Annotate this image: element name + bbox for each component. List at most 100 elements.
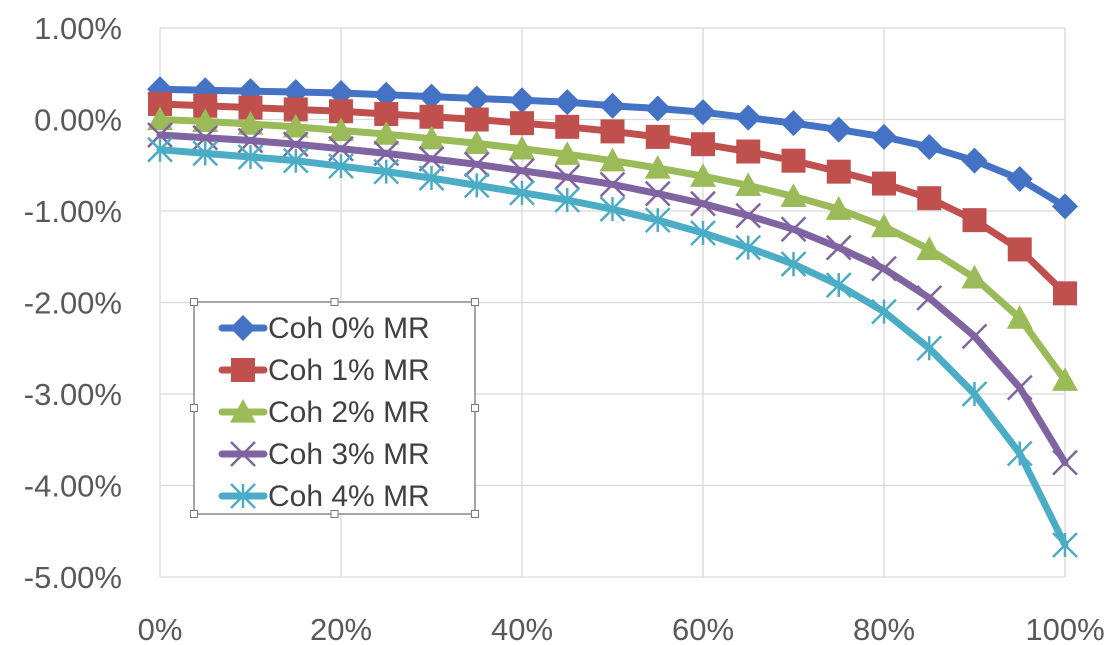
data-point-marker xyxy=(418,165,445,191)
legend-resize-handle xyxy=(190,298,198,306)
data-point-marker xyxy=(328,153,354,180)
data-point-marker xyxy=(282,147,309,174)
data-point-marker xyxy=(1052,193,1078,220)
legend-marker xyxy=(230,483,256,509)
data-point-marker xyxy=(690,220,716,246)
data-point-marker xyxy=(691,132,715,157)
y-tick-label: -5.00% xyxy=(24,560,122,595)
legend-resize-handle xyxy=(471,510,479,518)
data-point-marker xyxy=(871,298,897,325)
y-tick-label: -4.00% xyxy=(24,469,122,504)
data-point-marker xyxy=(509,179,535,206)
data-point-marker xyxy=(781,148,806,173)
x-tick-label: 20% xyxy=(310,612,372,645)
x-tick-label: 80% xyxy=(853,612,915,645)
data-point-marker xyxy=(644,154,671,179)
data-point-marker xyxy=(509,87,535,114)
data-point-marker xyxy=(554,187,581,213)
legend-marker xyxy=(230,399,256,423)
data-point-marker xyxy=(463,151,490,178)
data-point-marker xyxy=(419,104,444,129)
data-point-marker xyxy=(554,89,581,116)
data-point-marker xyxy=(555,114,580,139)
data-point-marker xyxy=(418,83,445,110)
data-point-marker xyxy=(1006,165,1033,192)
data-point-marker xyxy=(871,123,897,150)
data-point-marker xyxy=(644,207,671,234)
data-point-marker xyxy=(373,121,400,145)
data-point-marker xyxy=(554,141,581,165)
data-point-marker xyxy=(780,110,807,137)
data-point-marker xyxy=(1052,367,1078,391)
data-point-marker xyxy=(418,125,445,150)
data-point-marker xyxy=(736,139,761,164)
legend-label: Coh 1% MR xyxy=(268,354,430,387)
data-point-marker xyxy=(464,107,489,132)
data-point-marker xyxy=(735,172,762,197)
data-point-marker xyxy=(599,147,626,172)
data-point-marker xyxy=(916,236,943,261)
data-point-marker xyxy=(237,111,264,135)
data-point-marker xyxy=(916,335,943,362)
data-point-marker xyxy=(509,135,535,160)
legend-label: Coh 2% MR xyxy=(268,396,430,429)
data-point-marker xyxy=(510,111,534,136)
data-point-marker xyxy=(690,190,716,217)
data-point-marker xyxy=(1007,237,1032,262)
legend-entry: Coh 2% MR xyxy=(218,396,430,429)
x-tick-label: 60% xyxy=(672,612,734,645)
data-point-marker xyxy=(872,171,896,196)
legend-marker xyxy=(231,358,255,382)
axis-tick-labels: 1.00% 0.00% -1.00% -2.00% -3.00% -4.00% -5.00%… xyxy=(24,11,1105,645)
data-point-marker xyxy=(644,180,671,207)
data-point-marker xyxy=(373,158,400,185)
y-tick-label: -2.00% xyxy=(24,286,122,321)
data-point-marker xyxy=(735,104,762,131)
legend-resize-handle xyxy=(330,510,339,518)
data-point-marker xyxy=(825,196,852,220)
data-point-marker xyxy=(1006,305,1033,329)
data-point-marker xyxy=(871,213,897,238)
data-point-marker xyxy=(463,130,490,154)
data-point-marker xyxy=(1053,281,1077,306)
data-point-marker xyxy=(1052,532,1078,558)
legend: Coh 0% MR Coh 1% MR Coh 2% MR Coh 3% MR Coh … xyxy=(190,298,479,518)
data-point-marker xyxy=(825,272,852,298)
series-layer xyxy=(147,76,1078,558)
data-point-marker xyxy=(147,106,173,131)
data-point-marker xyxy=(463,172,490,199)
data-point-marker xyxy=(961,381,988,407)
data-point-marker xyxy=(373,140,400,167)
data-point-marker xyxy=(916,285,943,311)
series-coh-0-mr xyxy=(147,76,1078,220)
data-point-marker xyxy=(962,208,987,233)
data-point-marker xyxy=(1006,440,1033,467)
legend-entry: Coh 1% MR xyxy=(218,354,430,387)
data-point-marker xyxy=(780,251,807,277)
data-point-marker xyxy=(917,186,942,211)
legend-resize-handle xyxy=(471,298,479,306)
legend-resize-handle xyxy=(190,404,198,412)
y-tick-label: -3.00% xyxy=(24,377,122,412)
data-point-marker xyxy=(373,81,400,108)
data-point-marker xyxy=(780,216,807,243)
data-point-marker xyxy=(961,264,988,289)
data-point-marker xyxy=(916,133,943,160)
data-point-marker xyxy=(961,147,988,174)
legend-entry: Coh 4% MR xyxy=(218,480,430,513)
legend-marker xyxy=(230,315,256,341)
legend-label: Coh 3% MR xyxy=(268,438,430,471)
legend-resize-handle xyxy=(471,404,479,412)
data-point-marker xyxy=(509,157,535,184)
data-point-marker xyxy=(690,163,716,187)
y-tick-label: 0.00% xyxy=(34,103,122,138)
data-point-marker xyxy=(826,159,851,184)
data-point-marker xyxy=(644,95,671,122)
data-point-marker xyxy=(735,202,762,229)
data-point-marker xyxy=(599,92,626,119)
data-point-marker xyxy=(328,117,354,142)
data-point-marker xyxy=(961,323,988,350)
legend-entry: Coh 0% MR xyxy=(218,312,430,345)
data-point-marker xyxy=(599,171,626,198)
x-tick-label: 0% xyxy=(138,612,183,645)
